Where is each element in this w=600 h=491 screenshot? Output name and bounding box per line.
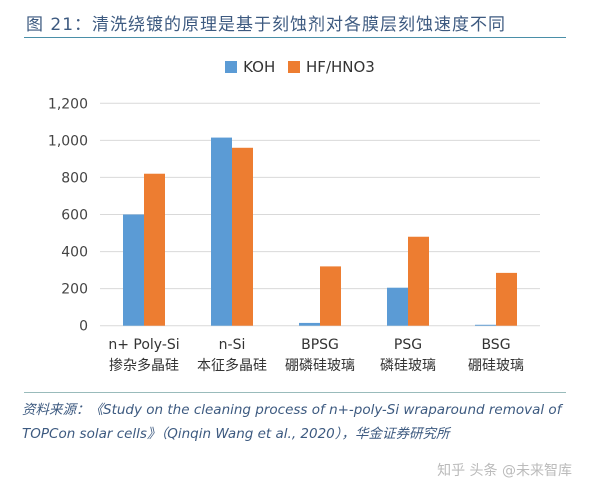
x-tick-label: 硼硅玻璃 — [468, 357, 524, 374]
x-tick-label: BPSG — [301, 337, 339, 353]
bar-hf-hno3 — [144, 173, 165, 326]
bar-koh — [387, 287, 408, 326]
bar-koh — [211, 137, 232, 326]
y-tick-label: 1,000 — [48, 133, 88, 149]
x-tick-label: n-Si — [219, 337, 246, 353]
legend-item-hf: HF/HNO3 — [288, 58, 375, 76]
title-divider — [24, 37, 566, 38]
bar-hf-hno3 — [496, 272, 517, 326]
source-divider — [24, 392, 566, 393]
legend-swatch — [288, 61, 301, 73]
bar-chart: 0 200 400 600 800 1,000 1,200 n+ Poly-Si 掺杂多晶硅 n-… — [48, 96, 540, 374]
x-tick-label: n+ Poly-Si — [108, 337, 179, 353]
y-tick-label: 400 — [61, 245, 88, 261]
legend-swatch — [225, 61, 238, 73]
x-tick-label: PSG — [394, 337, 422, 353]
bar-koh — [299, 322, 320, 326]
bar-koh — [475, 324, 496, 326]
legend: KOH HF/HNO3 — [0, 58, 600, 76]
x-tick-label: BSG — [481, 337, 510, 353]
x-tick-label: 磷硅玻璃 — [380, 357, 436, 374]
bar-koh — [123, 214, 144, 326]
y-tick-label: 0 — [79, 319, 88, 335]
figure-title: 图 21：清洗绕镀的原理是基于刻蚀剂对各膜层刻蚀速度不同 — [26, 15, 507, 35]
legend-label: HF/HNO3 — [306, 58, 375, 76]
watermark: 知乎 头条 @未来智库 — [437, 463, 572, 479]
x-tick-label: 掺杂多晶硅 — [109, 357, 179, 374]
bar-hf-hno3 — [408, 236, 429, 326]
legend-label: KOH — [243, 58, 276, 76]
source-note: 资料来源：《Study on the cleaning process of n… — [22, 402, 562, 442]
y-tick-label: 1,200 — [48, 96, 88, 112]
legend-item-koh: KOH — [225, 58, 275, 76]
y-tick-label: 600 — [61, 208, 88, 224]
y-tick-label: 800 — [61, 170, 88, 186]
x-tick-label: 硼磷硅玻璃 — [285, 357, 355, 374]
x-tick-label: 本征多晶硅 — [197, 357, 267, 374]
bar-hf-hno3 — [232, 147, 253, 326]
bar-hf-hno3 — [320, 266, 341, 326]
y-tick-label: 200 — [61, 282, 88, 298]
